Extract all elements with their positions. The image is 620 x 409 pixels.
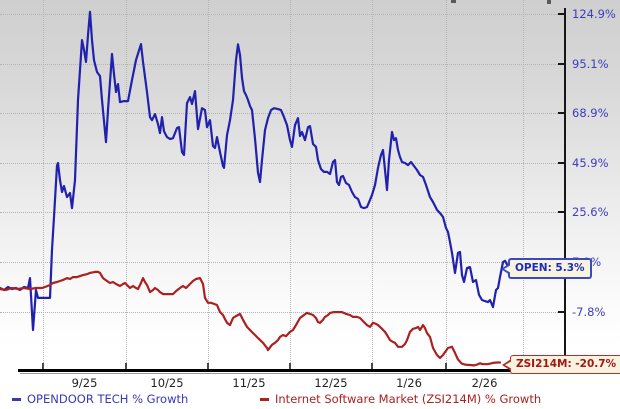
horizontal-gridline — [0, 262, 564, 263]
clipped-text-fragment — [451, 0, 456, 3]
y-axis-tick — [558, 310, 566, 313]
legend-item-internet-software-market: Internet Software Market (ZSI214M) % Gro… — [260, 392, 541, 406]
x-axis-tick — [207, 363, 209, 369]
internet-software-market-line-marker-icon — [260, 398, 269, 401]
y-tick-label-124.9: 124.9% — [572, 7, 616, 21]
y-tick-label-25.6: 25.6% — [572, 205, 609, 220]
horizontal-gridline — [0, 212, 564, 214]
horizontal-gridline — [0, 311, 564, 313]
vertical-gridline — [208, 0, 209, 369]
vertical-gridline — [446, 0, 447, 369]
horizontal-gridline — [0, 14, 564, 15]
x-axis-tick — [42, 363, 44, 369]
y-axis-tick — [558, 112, 566, 115]
y-tick-label-68.9: 68.9% — [572, 106, 609, 121]
x-tick-label-12-25: 12/25 — [314, 376, 348, 390]
y-axis-tick — [558, 161, 566, 164]
x-axis-tick — [445, 363, 447, 369]
legend-label-internet-software-market: Internet Software Market (ZSI214M) % Gro… — [275, 392, 542, 406]
horizontal-gridline — [0, 63, 564, 65]
x-tick-label-2-26: 2/26 — [471, 376, 498, 390]
y-axis-line — [564, 8, 566, 372]
zsi214m-value-text: ZSI214M: -20.7% — [516, 358, 617, 370]
x-axis-tick — [371, 363, 373, 369]
internet-software-market-line — [0, 270, 502, 367]
x-axis-line — [18, 369, 568, 372]
vertical-gridline — [523, 0, 524, 369]
opendoor-line-marker-icon — [12, 398, 21, 401]
clipped-text-fragment — [547, 0, 551, 4]
opendoor-line — [0, 10, 522, 332]
horizontal-gridline — [0, 162, 564, 164]
legend-item-opendoor: OPENDOOR TECH % Growth — [12, 392, 188, 406]
y-axis-tick — [558, 62, 566, 65]
y-axis-tick — [558, 13, 566, 15]
zsi214m-value-callout: ZSI214M: -20.7% — [501, 355, 620, 374]
x-tick-label-1-26: 1/26 — [396, 376, 422, 390]
y-tick-label-95.1: 95.1% — [572, 56, 609, 71]
open-value-text: OPEN: 5.3% — [515, 262, 585, 274]
vertical-gridline — [290, 0, 291, 369]
x-tick-label-9-25: 9/25 — [71, 376, 98, 390]
x-axis-tick — [289, 363, 291, 369]
y-tick-label--7.8: -7.8% — [572, 304, 606, 319]
legend: OPENDOOR TECH % Growth Internet Software… — [0, 390, 620, 409]
x-axis-tick — [125, 363, 127, 369]
x-axis-shadow — [20, 373, 570, 374]
legend-label-opendoor: OPENDOOR TECH % Growth — [27, 392, 189, 406]
vertical-gridline — [126, 0, 127, 369]
x-tick-label-11-25: 11/25 — [232, 376, 266, 390]
vertical-gridline — [372, 0, 373, 369]
vertical-gridline — [43, 0, 44, 369]
y-tick-label-45.9: 45.9% — [572, 155, 609, 170]
open-value-callout: OPEN: 5.3% — [501, 258, 592, 279]
y-axis-tick — [558, 211, 566, 214]
x-tick-label-10-25: 10/25 — [150, 376, 184, 390]
